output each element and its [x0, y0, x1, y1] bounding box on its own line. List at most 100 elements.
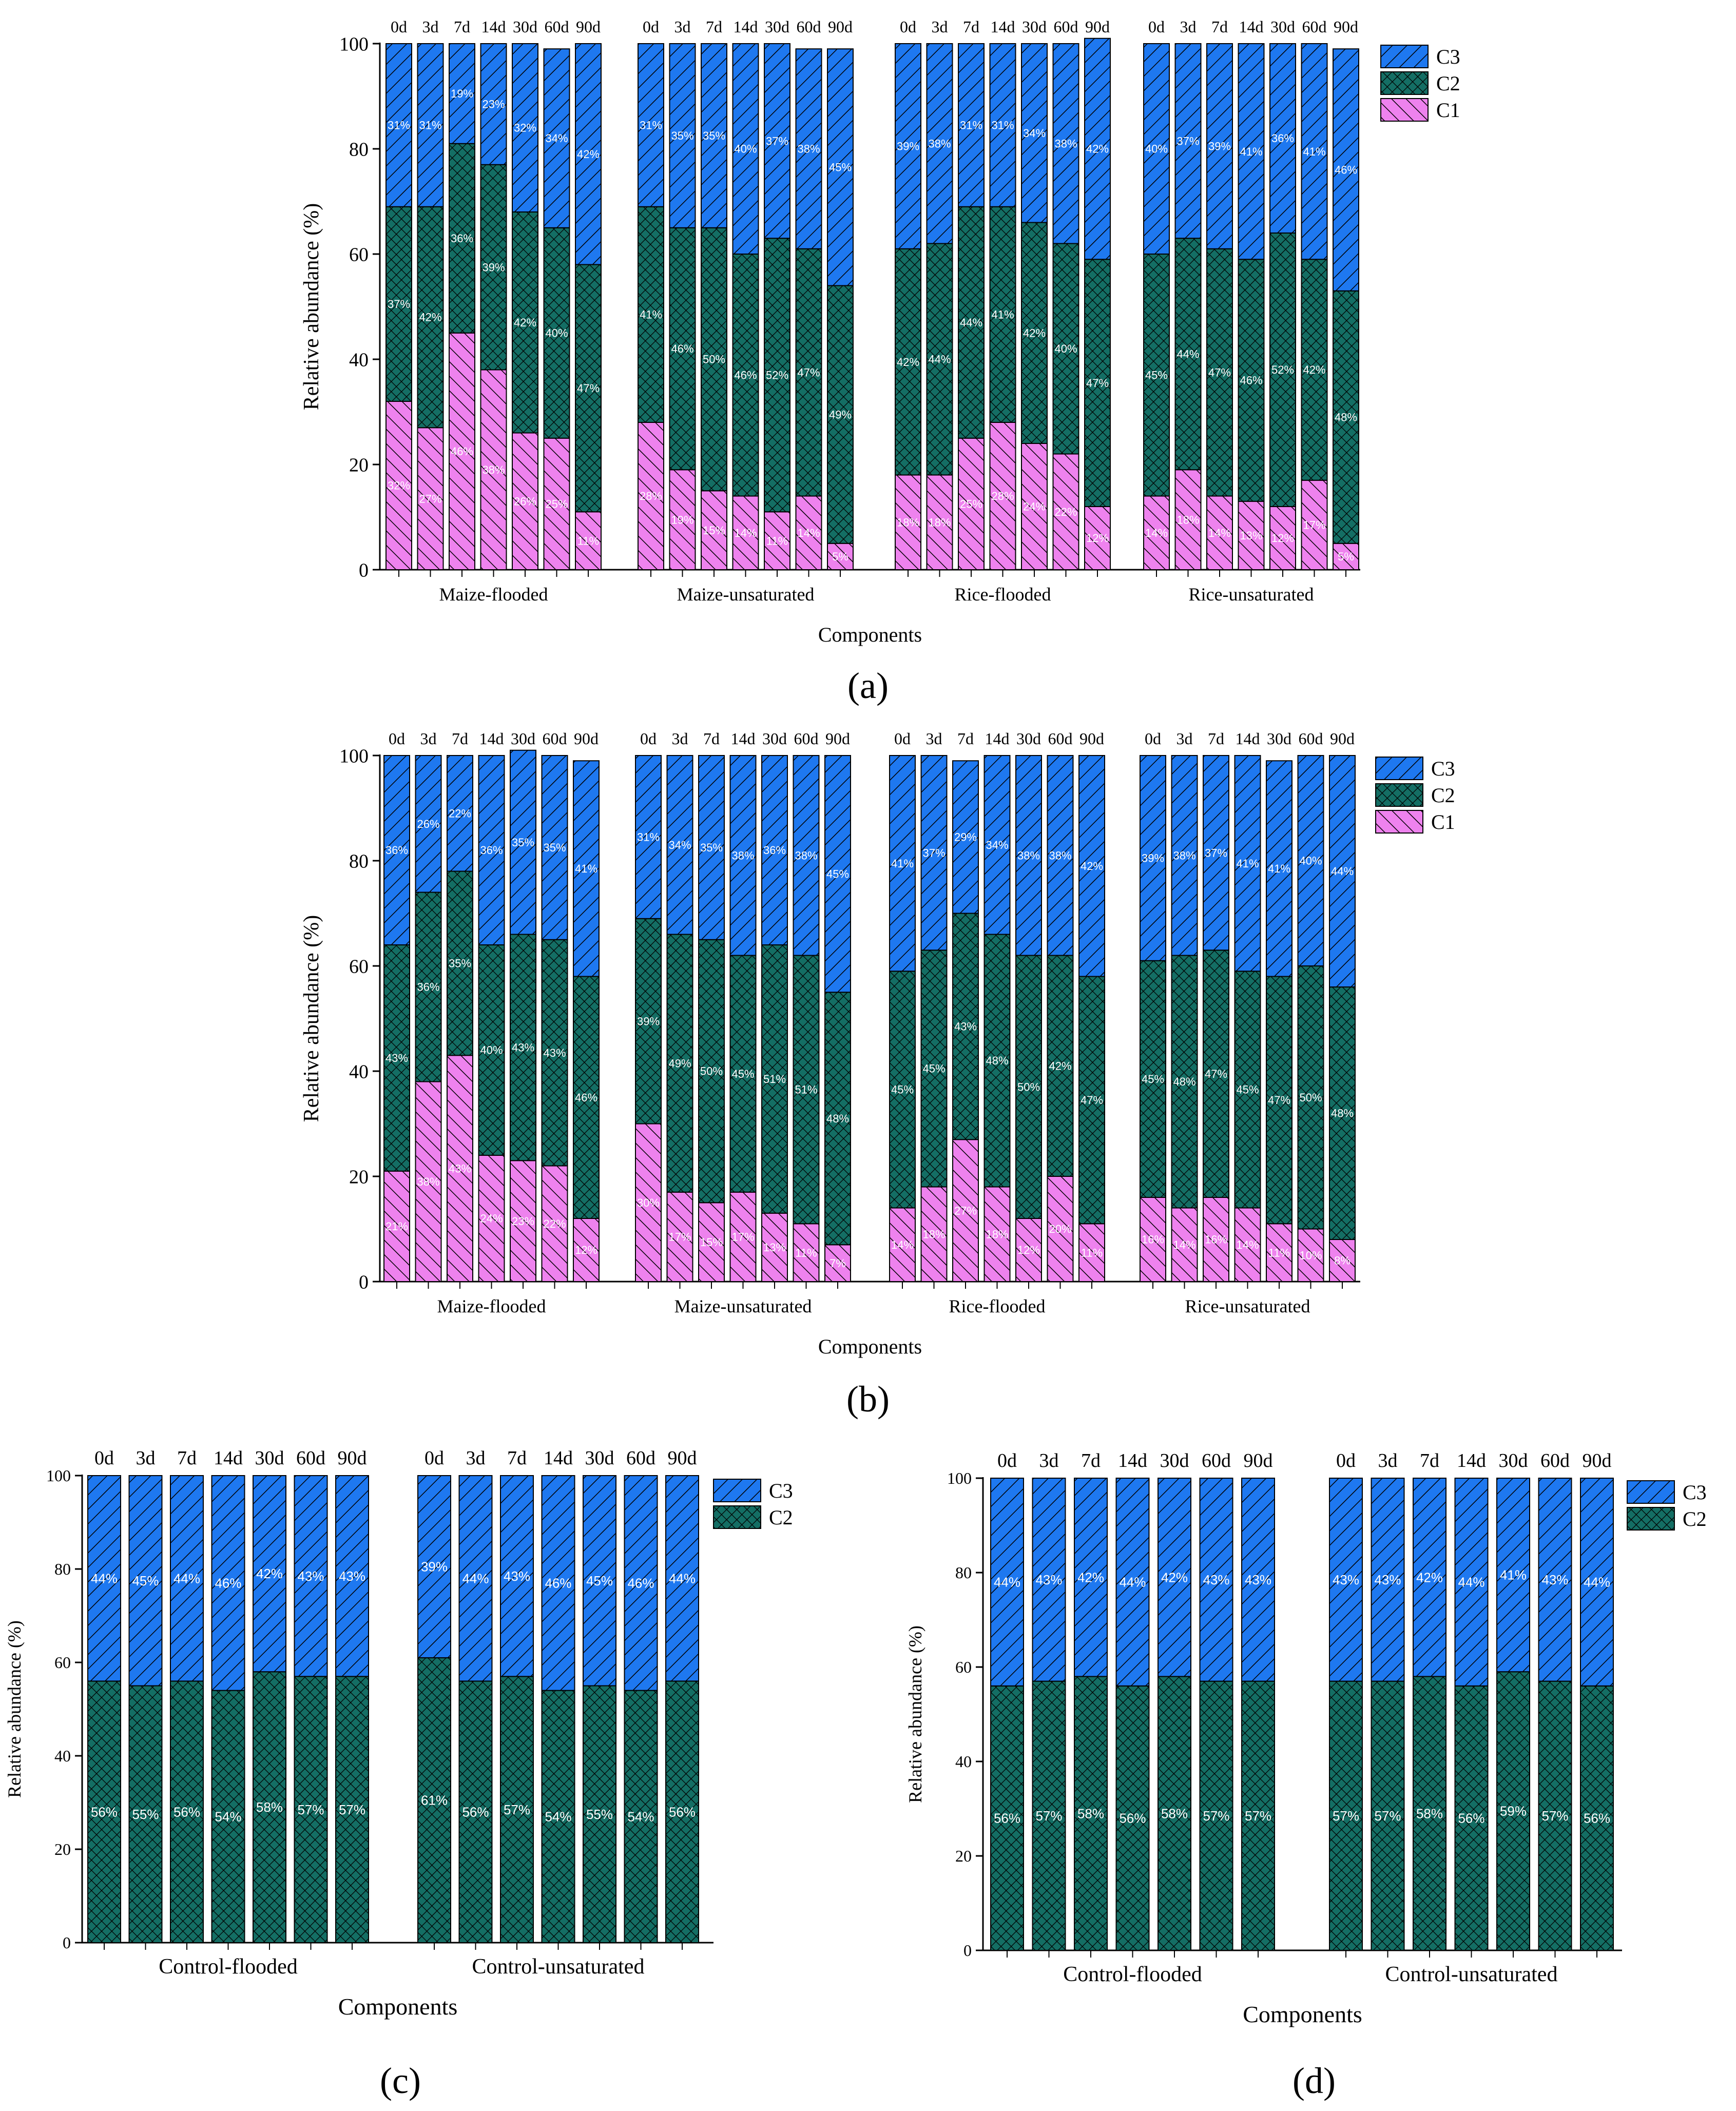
y-tick-label: 60 [955, 1658, 972, 1676]
bar-c3-segment [1333, 48, 1359, 292]
bar-c2-segment [1143, 254, 1170, 497]
bar-c1-segment [952, 1139, 979, 1282]
day-label: 60d [1540, 1450, 1570, 1471]
bar-c2-value-label: 42% [1023, 326, 1046, 339]
bar-c3-value-label: 45% [829, 161, 852, 174]
bar-c2-value-label: 42% [1303, 363, 1325, 376]
day-label: 7d [706, 17, 722, 36]
bar-c3-segment [1032, 1478, 1066, 1682]
bar-c2-segment [543, 227, 570, 439]
day-label: 3d [932, 17, 948, 36]
bar-c3-segment [1269, 43, 1296, 234]
bar-c1-value-label: 26% [514, 495, 536, 508]
bar-c2-segment [1454, 1685, 1489, 1951]
bar-c2-value-label: 47% [1081, 1094, 1103, 1107]
bar-c1-value-label: 15% [703, 524, 725, 537]
day-label: 30d [1270, 17, 1295, 36]
day-label: 60d [1202, 1450, 1231, 1471]
bar-c2-segment [827, 285, 854, 544]
legend-swatch-c3 [1627, 1480, 1675, 1504]
panel-a: 0 20 40 60 80 100 Relative abundance (%) 32% 37%… [300, 17, 1460, 706]
bar-c2-segment [512, 211, 538, 434]
bar-c3-segment [983, 755, 1011, 935]
day-label: 7d [963, 17, 979, 36]
bar-c3-segment [128, 1475, 163, 1687]
y-tick-label: 100 [46, 1466, 71, 1485]
day-label: 90d [828, 17, 853, 36]
bar-c3-segment [824, 755, 851, 993]
bar-c3-value-label: 42% [1086, 143, 1109, 156]
bar-c3-segment [926, 43, 953, 244]
bar-c3-segment [990, 1478, 1024, 1687]
bar-c3-segment [793, 755, 820, 956]
bar-c3-value-label: 35% [703, 129, 725, 142]
bar-c3-segment [1171, 755, 1198, 956]
bar-c3-value-label: 36% [480, 844, 503, 857]
day-label: 7d [454, 17, 470, 36]
bar-c3-value-label: 34% [668, 839, 691, 851]
bar-c2-value-label: 45% [1142, 1073, 1164, 1086]
bar-c2-value-label: 51% [795, 1083, 817, 1096]
bar-c3-segment [87, 1475, 121, 1682]
bar-c1-segment [920, 1186, 948, 1282]
bar-c1-value-label: 5% [1338, 550, 1354, 563]
y-tick-label: 60 [349, 244, 369, 265]
bar-c1-segment [729, 1191, 757, 1282]
bar-c3-segment [1301, 43, 1328, 260]
bar-c2-value-label: 42% [514, 316, 536, 329]
y-tick-label: 80 [349, 850, 369, 872]
day-label: 60d [626, 1447, 655, 1469]
bar-c3-value-label: 38% [797, 143, 820, 156]
y-tick-label: 20 [349, 1166, 369, 1188]
legend-label-c3: C3 [1436, 45, 1460, 68]
day-label: 3d [1176, 729, 1193, 748]
bar-c1-segment [385, 401, 412, 570]
bar-c3-segment [1234, 755, 1261, 972]
day-label: 0d [389, 729, 405, 748]
day-label: 14d [1118, 1450, 1147, 1471]
day-label: 90d [576, 17, 601, 36]
bar-c1-segment [1021, 443, 1048, 570]
day-label: 30d [255, 1447, 284, 1469]
bar-c1-segment [1174, 469, 1202, 570]
bar-c2-segment [1329, 1680, 1363, 1951]
legend-swatch-c2 [713, 1505, 761, 1529]
bar-c1-segment [1084, 506, 1111, 570]
bar-c3-value-label: 42% [256, 1566, 283, 1581]
day-label: 14d [731, 729, 756, 748]
bar-c2-segment [87, 1680, 121, 1943]
bar-c3-value-label: 37% [922, 846, 945, 859]
bar-c1-value-label: 5% [832, 550, 848, 563]
bar-c2-segment [541, 939, 568, 1167]
day-label: 0d [640, 729, 657, 748]
bar-c2-value-label: 58% [1416, 1806, 1443, 1821]
bar-c3-segment [1074, 1478, 1108, 1677]
bar-c2-segment [824, 992, 851, 1246]
bar-c3-value-label: 44% [994, 1575, 1020, 1590]
bar-c3-value-label: 35% [700, 841, 723, 854]
bar-c2-segment [666, 934, 693, 1193]
bar-c1-value-label: 11% [766, 534, 788, 547]
bar-c3-value-label: 26% [417, 818, 439, 830]
day-label: 7d [1211, 17, 1228, 36]
bar-c2-value-label: 40% [480, 1044, 503, 1057]
group-label: Maize-unsaturated [677, 584, 815, 605]
bar-c1-segment [1269, 506, 1296, 570]
bar-c2-segment [624, 1690, 658, 1944]
legend-label-c2: C2 [1683, 1507, 1707, 1531]
bar-c2-segment [989, 206, 1016, 423]
day-label: 30d [1016, 729, 1041, 748]
day-label: 60d [1048, 729, 1073, 748]
day-label: 60d [543, 729, 567, 748]
bar-c2-value-label: 55% [586, 1807, 613, 1822]
day-label: 90d [1079, 729, 1104, 748]
bar-c1-segment [1143, 495, 1170, 570]
bar-c2-segment [1266, 976, 1293, 1225]
bar-c2-value-label: 56% [91, 1804, 118, 1819]
bar-c3-segment [385, 43, 412, 207]
bar-c2-segment [1203, 950, 1229, 1198]
group-label: Rice-flooded [949, 1296, 1046, 1316]
bar-c3-segment [1052, 43, 1079, 244]
panel-caption: (b) [846, 1379, 890, 1420]
bar-c3-segment [1329, 1478, 1363, 1682]
